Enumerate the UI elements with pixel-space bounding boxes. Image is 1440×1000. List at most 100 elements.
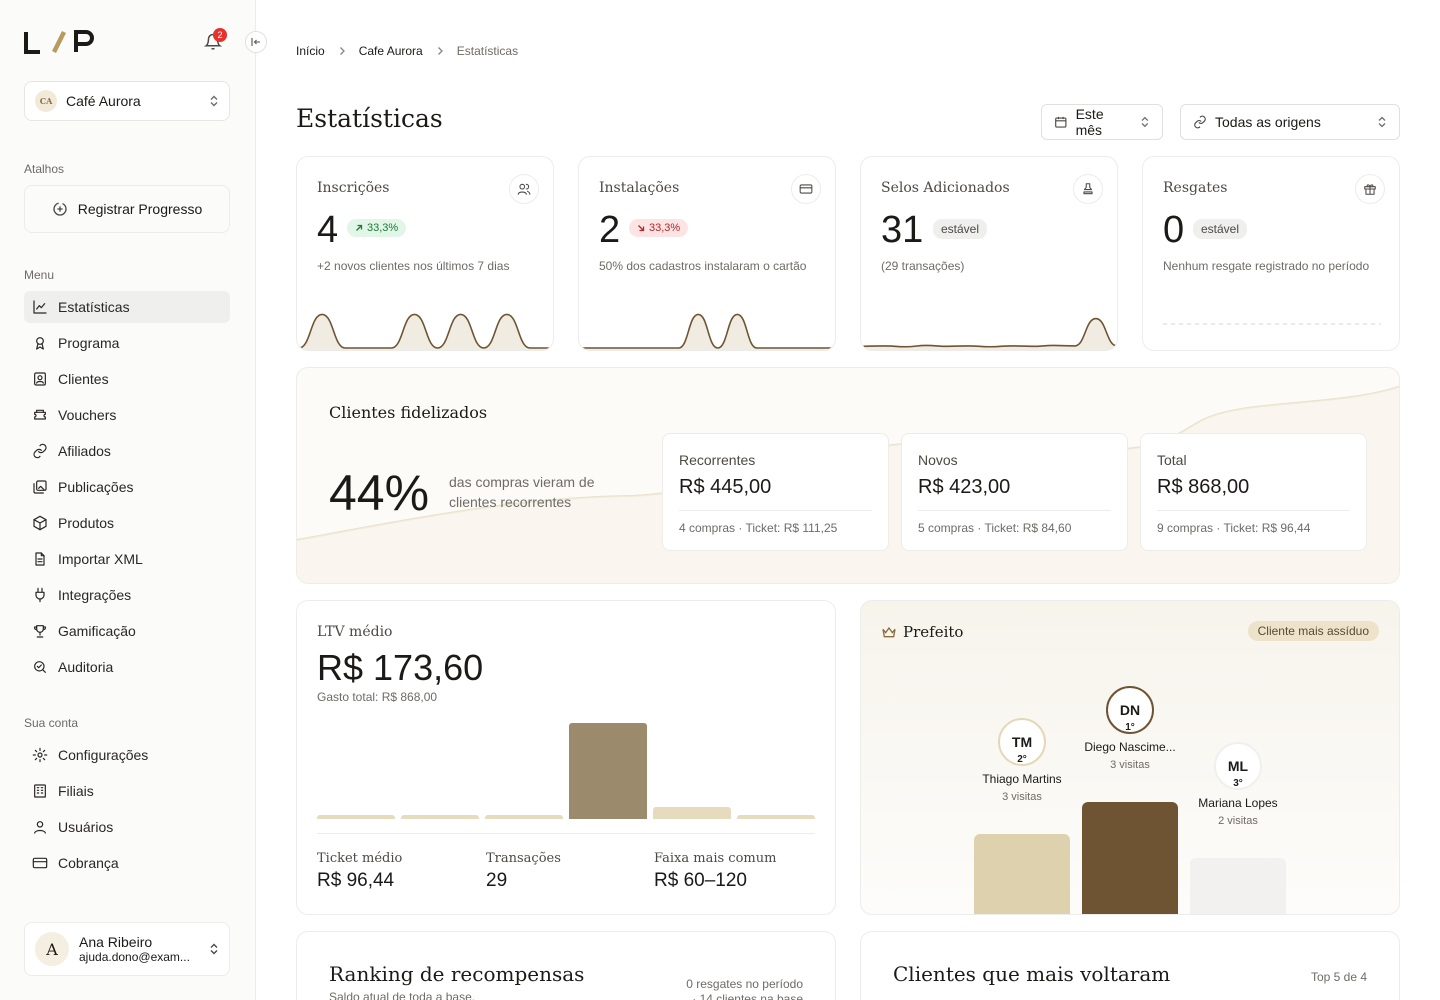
stat-icon-wrap: [509, 174, 539, 204]
stat-value: 29: [486, 870, 508, 891]
sidebar-item-programa[interactable]: Programa: [24, 327, 230, 359]
card-value: R$ 445,00: [679, 476, 872, 511]
stat-value: R$ 96,44: [317, 870, 395, 891]
stat-label: Transações: [486, 851, 561, 866]
user-email: ajuda.dono@exam...: [79, 950, 190, 964]
building-icon: [34, 784, 46, 798]
arrow-up-right-icon: [356, 224, 363, 231]
total-customers-card: Total R$ 868,00 9 compras · Ticket: R$ 9…: [1140, 433, 1367, 551]
sparkline-area: [863, 318, 1117, 350]
period-filter-select[interactable]: Este mês: [1041, 104, 1163, 140]
rewards-ranking-title: Ranking de recompensas: [329, 962, 585, 986]
panel-collapse-icon: [251, 38, 260, 46]
avatar[interactable]: DN: [1106, 686, 1154, 734]
sidebar-item-publicacoes[interactable]: Publicações: [24, 471, 230, 503]
podium-bar-third: [1190, 858, 1286, 914]
transactions-stat: Transações 29: [486, 851, 561, 892]
histogram-bar: [653, 807, 731, 819]
stamp-icon: [1083, 183, 1093, 195]
sidebar-item-filiais[interactable]: Filiais: [24, 775, 230, 807]
trend-badge-text: 33,3%: [367, 222, 399, 234]
trend-badge: 33,3%: [629, 219, 689, 237]
sidebar-item-cobranca[interactable]: Cobrança: [24, 847, 230, 879]
recurring-percent-description: das compras vieram de clientes recorrent…: [449, 474, 595, 510]
sidebar-item-importar-xml[interactable]: Importar XML: [24, 543, 230, 575]
sidebar-item-afiliados[interactable]: Afiliados: [24, 435, 230, 467]
podium-visits: 2 visitas: [1218, 815, 1258, 827]
stat-title: Inscrições: [317, 180, 390, 196]
stat-description: +2 novos clientes nos últimos 7 dias: [317, 259, 510, 273]
register-progress-button[interactable]: Registrar Progresso: [24, 185, 230, 233]
stat-value: 31: [881, 209, 924, 251]
brand-logo[interactable]: [24, 30, 98, 54]
sidebar-item-gamificacao[interactable]: Gamificação: [24, 615, 230, 647]
podium-name: Thiago Martins: [982, 772, 1062, 786]
collapse-sidebar-button[interactable]: [245, 31, 267, 53]
account-menu: Configurações Filiais Usuários Cobrança: [24, 739, 230, 883]
user-icon: [34, 821, 46, 834]
breadcrumb-home-link[interactable]: Início: [296, 44, 325, 58]
trend-badge-text: 33,3%: [649, 222, 681, 234]
card-icon: [32, 857, 48, 869]
user-account-menu[interactable]: A Ana Ribeiro ajuda.dono@exam...: [24, 922, 230, 976]
page-title: Estatísticas: [296, 104, 443, 133]
stat-title: Selos Adicionados: [881, 180, 1010, 196]
stat-description: Nenhum resgate registrado no período: [1163, 259, 1370, 273]
chevrons-updown-icon: [1141, 116, 1149, 128]
sidebar-item-produtos[interactable]: Produtos: [24, 507, 230, 539]
sidebar-item-usuarios[interactable]: Usuários: [24, 811, 230, 843]
trophy-icon: [33, 625, 47, 638]
store-selector[interactable]: CA Café Aurora: [24, 81, 230, 121]
sidebar-item-label: Auditoria: [58, 659, 114, 675]
sidebar-item-label: Importar XML: [58, 551, 143, 567]
loyal-customers-panel: Clientes fidelizados 44% das compras vie…: [296, 367, 1400, 584]
breadcrumb-store-link[interactable]: Cafe Aurora: [358, 44, 423, 58]
card-icon: [799, 184, 813, 194]
mayor-card: Prefeito Cliente mais assíduo TM 2° Thia…: [860, 600, 1400, 915]
sidebar-item-configuracoes[interactable]: Configurações: [24, 739, 230, 771]
notification-count-badge: 2: [213, 28, 227, 42]
sparkline-line: [298, 313, 553, 349]
trend-badge-text: estável: [1201, 222, 1240, 236]
link-icon: [1194, 115, 1206, 129]
ltv-histogram: [317, 713, 815, 819]
mayor-title-text: Prefeito: [903, 623, 964, 641]
link-icon: [33, 443, 47, 459]
avatar[interactable]: ML: [1214, 742, 1262, 790]
podium-visits: 3 visitas: [1110, 759, 1150, 771]
origin-filter-select[interactable]: Todas as origens: [1180, 104, 1400, 140]
sidebar-item-label: Usuários: [58, 819, 114, 835]
avg-ticket-stat: Ticket médio R$ 96,44: [317, 851, 402, 892]
crown-icon: [882, 626, 896, 638]
sidebar: 2 CA Café Aurora Atalhos Registrar Progr…: [0, 0, 256, 1000]
stat-title: Resgates: [1163, 180, 1228, 196]
loyal-customers-title: Clientes fidelizados: [329, 403, 488, 422]
card-footnote: 9 compras · Ticket: R$ 96,44: [1157, 521, 1311, 535]
recurring-percent: 44%: [329, 465, 430, 521]
sidebar-item-estatisticas[interactable]: Estatísticas: [24, 291, 230, 323]
sidebar-item-label: Configurações: [58, 747, 149, 763]
stat-card-inscricoes: Inscrições 4 33,3% +2 novos clientes nos úl…: [296, 156, 554, 351]
stat-card-resgates: Resgates 0 estável Nenhum resgate registrad…: [1142, 156, 1400, 351]
sparkline: [862, 317, 1117, 350]
sidebar-item-auditoria[interactable]: Auditoria: [24, 651, 230, 683]
period-filter-value: Este mês: [1075, 106, 1104, 138]
summary-line: 0 resgates no período: [686, 977, 803, 991]
sidebar-item-label: Vouchers: [58, 407, 117, 423]
rank-label: 2°: [1017, 754, 1027, 765]
sidebar-item-label: Clientes: [58, 371, 109, 387]
store-avatar: CA: [35, 90, 57, 112]
stat-description: 50% dos cadastros instalaram o cartão: [599, 259, 807, 273]
stat-icon-wrap: [791, 174, 821, 204]
stat-value: 4: [317, 209, 339, 251]
stat-value: 2: [599, 209, 621, 251]
card-label: Novos: [918, 452, 958, 468]
podium-bar-first: [1082, 802, 1178, 914]
sidebar-item-label: Publicações: [58, 479, 134, 495]
sidebar-item-clientes[interactable]: Clientes: [24, 363, 230, 395]
avatar[interactable]: TM: [998, 718, 1046, 766]
podium-name: Mariana Lopes: [1198, 796, 1278, 810]
rewards-ranking-card: Ranking de recompensas Saldo atual de to…: [296, 931, 836, 1000]
sidebar-item-vouchers[interactable]: Vouchers: [24, 399, 230, 431]
sidebar-item-integracoes[interactable]: Integrações: [24, 579, 230, 611]
